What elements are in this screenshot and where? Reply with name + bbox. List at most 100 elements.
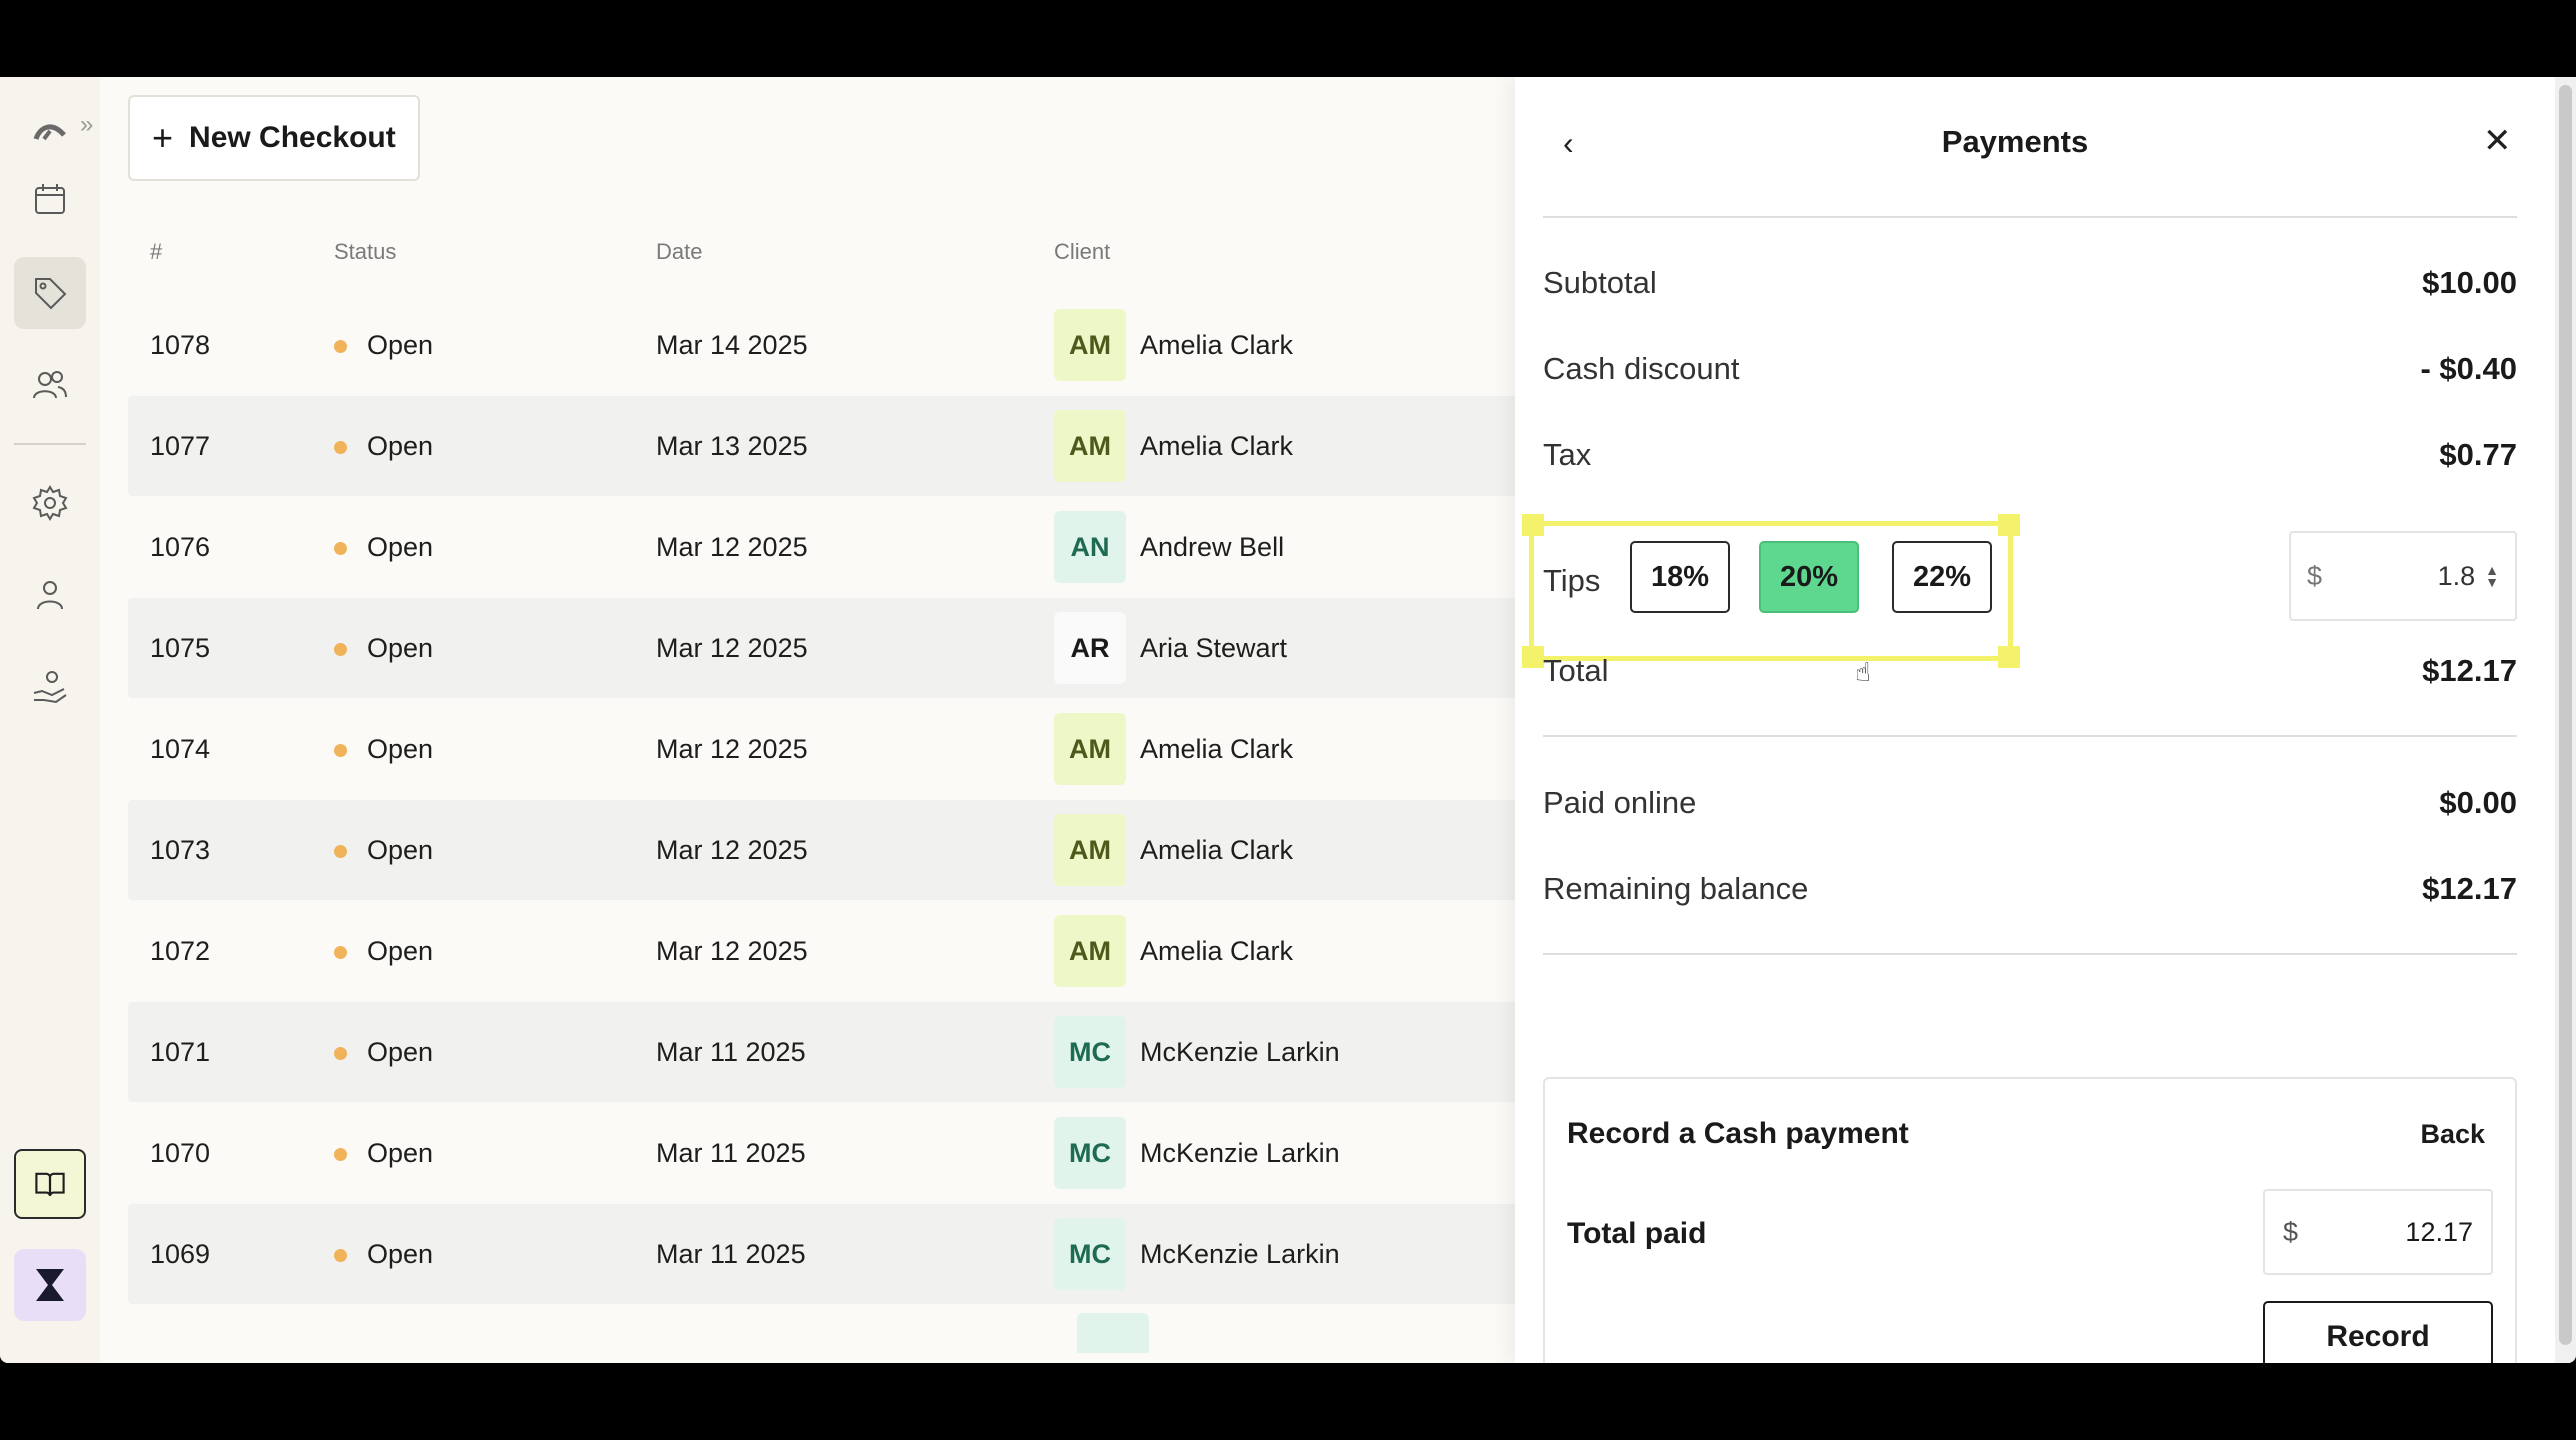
- row-status: Open: [334, 431, 656, 462]
- row-client: AR Aria Stewart: [1054, 612, 1528, 684]
- settings-icon[interactable]: [14, 467, 86, 539]
- tip-20-button[interactable]: 20%: [1759, 541, 1859, 613]
- row-id: 1069: [150, 1238, 211, 1269]
- row-client: AM Amelia Clark: [1054, 309, 1528, 381]
- close-icon[interactable]: ✕: [2483, 122, 2512, 160]
- plus-icon: +: [152, 117, 174, 158]
- column-header-date[interactable]: Date: [656, 239, 703, 264]
- remaining-balance-row: Remaining balance $12.17: [1543, 871, 2517, 907]
- users-icon[interactable]: [14, 349, 86, 421]
- person-icon[interactable]: [14, 559, 86, 631]
- hand-heart-icon[interactable]: [14, 651, 86, 723]
- book-icon[interactable]: [14, 1149, 86, 1219]
- status-label: Open: [367, 1238, 434, 1269]
- avatar: AM: [1054, 309, 1126, 381]
- divider: [1543, 735, 2517, 737]
- tip-amount-input[interactable]: $ 1.8 ▲ ▼: [2289, 531, 2517, 621]
- client-name: McKenzie Larkin: [1140, 1137, 1340, 1168]
- new-checkout-label: New Checkout: [189, 121, 396, 154]
- row-status: Open: [334, 633, 656, 664]
- client-name: Andrew Bell: [1140, 531, 1285, 562]
- tag-icon[interactable]: [14, 257, 86, 329]
- column-header-client[interactable]: Client: [1054, 239, 1111, 264]
- subtotal-row: Subtotal $10.00: [1543, 265, 2517, 301]
- tip-22-button[interactable]: 22%: [1892, 541, 1992, 613]
- row-status: Open: [334, 1239, 656, 1270]
- avatar: MC: [1054, 1117, 1126, 1189]
- avatar: AM: [1054, 915, 1126, 987]
- row-id: 1077: [150, 430, 211, 461]
- table-row[interactable]: 1078 Open Mar 14 2025 AM Amelia Clark: [128, 295, 1528, 395]
- row-status: Open: [334, 936, 656, 967]
- row-id: 1073: [150, 834, 211, 865]
- tip-amount-value: 1.8: [2437, 560, 2476, 591]
- status-dot: [334, 945, 347, 959]
- logo-icon[interactable]: [14, 95, 86, 167]
- subtotal-value: $10.00: [2422, 265, 2517, 300]
- paid-online-row: Paid online $0.00: [1543, 785, 2517, 821]
- avatar: AM: [1054, 410, 1126, 482]
- record-back-button[interactable]: Back: [2420, 1119, 2485, 1149]
- total-label: Total: [1543, 653, 1609, 688]
- cash-discount-row: Cash discount - $0.40: [1543, 351, 2517, 387]
- row-client: MC McKenzie Larkin: [1054, 1218, 1528, 1290]
- subtotal-label: Subtotal: [1543, 265, 1657, 300]
- total-paid-value: 12.17: [2405, 1216, 2473, 1247]
- hourglass-icon[interactable]: [14, 1249, 86, 1321]
- stepper-icon[interactable]: ▲ ▼: [2485, 562, 2499, 590]
- table-row[interactable]: 1073 Open Mar 12 2025 AM Amelia Clark: [128, 800, 1528, 900]
- tips-label: Tips: [1543, 563, 1601, 598]
- status-label: Open: [367, 1137, 434, 1168]
- row-client: MC McKenzie Larkin: [1054, 1016, 1528, 1088]
- remaining-balance-value: $12.17: [2422, 871, 2517, 906]
- scrollbar[interactable]: [2555, 77, 2576, 1363]
- calendar-icon[interactable]: [14, 163, 86, 235]
- status-dot: [334, 1046, 347, 1060]
- table-row[interactable]: 1076 Open Mar 12 2025 AN Andrew Bell: [128, 497, 1528, 597]
- new-checkout-button[interactable]: + New Checkout: [128, 95, 420, 181]
- row-date: Mar 12 2025: [656, 632, 808, 663]
- status-label: Open: [367, 531, 434, 562]
- row-id: 1078: [150, 329, 211, 360]
- back-chevron-icon[interactable]: ‹: [1563, 125, 1574, 161]
- column-header-status[interactable]: Status: [334, 239, 397, 264]
- row-status: Open: [334, 734, 656, 765]
- remaining-balance-label: Remaining balance: [1543, 871, 1809, 906]
- table-row[interactable]: 1075 Open Mar 12 2025 AR Aria Stewart: [128, 598, 1528, 698]
- record-payment-title: Record a Cash payment: [1567, 1117, 1909, 1150]
- app-window: » + New Checkout: [0, 77, 2576, 1363]
- total-row: Total $12.17: [1543, 653, 2517, 689]
- status-dot: [334, 440, 347, 454]
- table-row[interactable]: 1072 Open Mar 12 2025 AM Amelia Clark: [128, 901, 1528, 1001]
- status-label: Open: [367, 935, 434, 966]
- scrollbar-thumb[interactable]: [2559, 85, 2572, 1345]
- status-label: Open: [367, 329, 434, 360]
- status-dot: [334, 743, 347, 757]
- client-name: Amelia Clark: [1140, 329, 1294, 360]
- tips-highlight-box: [1522, 514, 2020, 668]
- tips-row: Tips 18% 20% 22% ☝ $ 1.8 ▲ ▼: [1522, 514, 2517, 687]
- highlight-handle: [1998, 514, 2020, 536]
- record-button[interactable]: Record: [2263, 1301, 2493, 1363]
- highlight-handle: [1522, 514, 1544, 536]
- expand-rail-icon[interactable]: »: [80, 111, 94, 138]
- highlight-handle: [1998, 646, 2020, 668]
- table-row[interactable]: 1069 Open Mar 11 2025 MC McKenzie Larkin: [128, 1204, 1528, 1304]
- tip-18-button[interactable]: 18%: [1630, 541, 1730, 613]
- row-id: 1074: [150, 733, 211, 764]
- row-date: Mar 12 2025: [656, 935, 808, 966]
- row-date: Mar 13 2025: [656, 430, 808, 461]
- column-header-number[interactable]: #: [150, 239, 163, 264]
- table-row[interactable]: 1070 Open Mar 11 2025 MC McKenzie Larkin: [128, 1103, 1528, 1203]
- total-paid-input[interactable]: $ 12.17: [2263, 1189, 2493, 1275]
- tax-label: Tax: [1543, 437, 1592, 472]
- checkouts-table: # Status Date Client 1078 Open Mar 14 20…: [128, 209, 1528, 1353]
- table-row[interactable]: 1077 Open Mar 13 2025 AM Amelia Clark: [128, 396, 1528, 496]
- table-row[interactable]: 1074 Open Mar 12 2025 AM Amelia Clark: [128, 699, 1528, 799]
- table-row[interactable]: 1071 Open Mar 11 2025 MC McKenzie Larkin: [128, 1002, 1528, 1102]
- row-client: MC McKenzie Larkin: [1054, 1117, 1528, 1189]
- row-date: Mar 14 2025: [656, 329, 808, 360]
- row-status: Open: [334, 1138, 656, 1169]
- status-dot: [334, 844, 347, 858]
- row-id: 1072: [150, 935, 211, 966]
